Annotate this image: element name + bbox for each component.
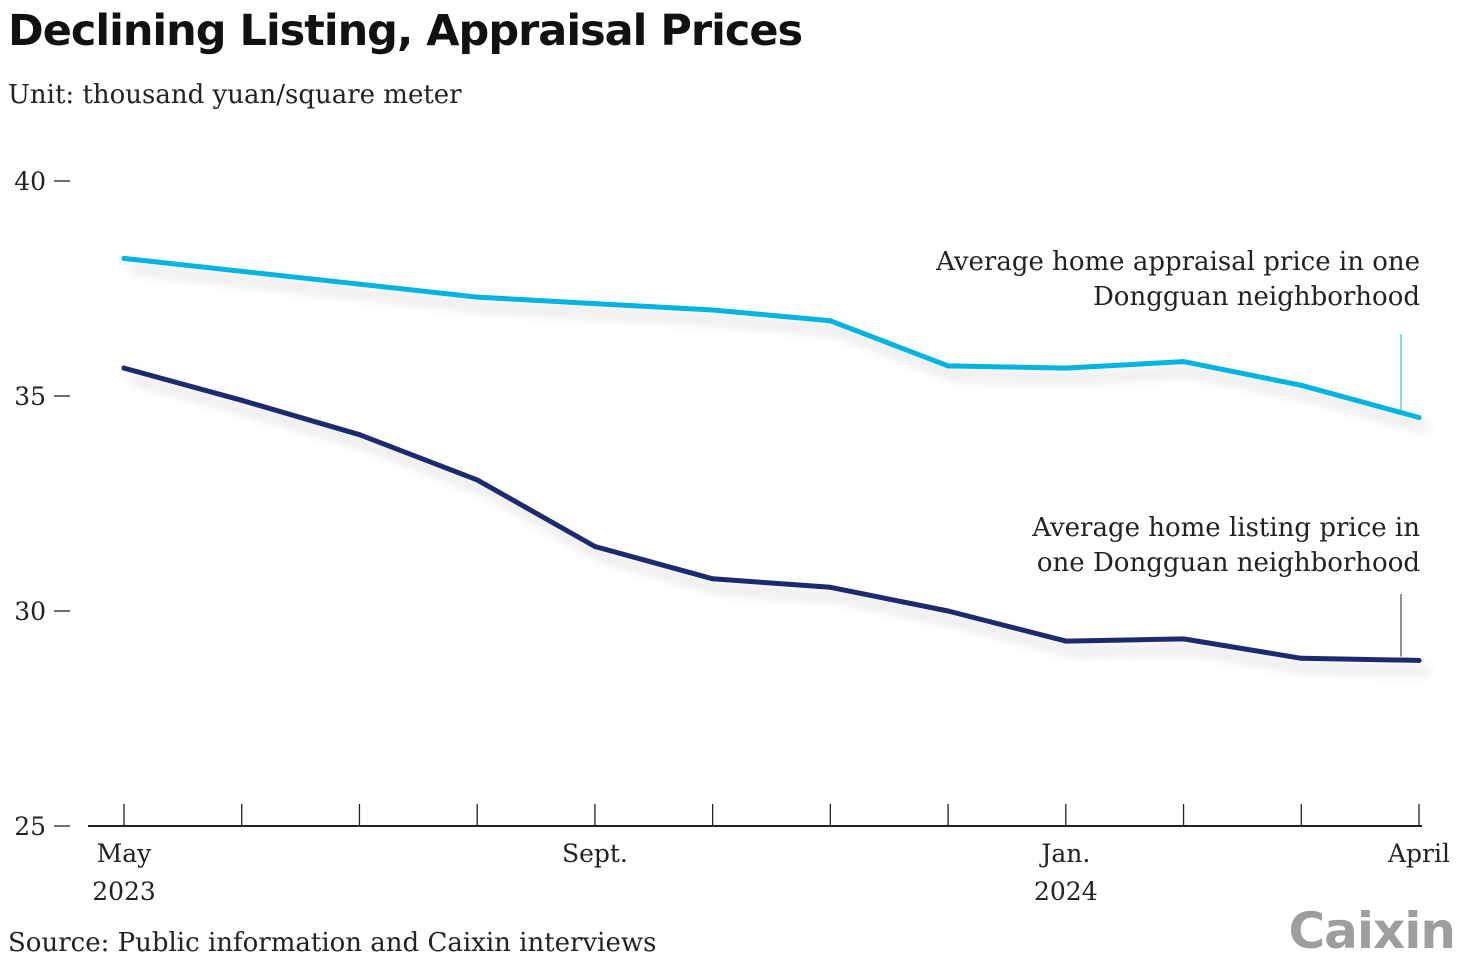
data-point-appraisal	[474, 294, 480, 300]
y-tick-label: 40	[14, 167, 46, 196]
data-point-appraisal	[710, 307, 716, 313]
chart-unit-subtitle: Unit: thousand yuan/square meter	[8, 80, 462, 110]
data-point-listing	[121, 365, 127, 371]
series-label-appraisal: Dongguan neighborhood	[1093, 282, 1420, 312]
data-point-listing	[356, 432, 362, 438]
data-point-appraisal	[1181, 359, 1187, 365]
data-point-listing	[474, 477, 480, 483]
data-point-appraisal	[356, 281, 362, 287]
data-point-listing	[945, 608, 951, 614]
data-point-appraisal	[592, 301, 598, 307]
source-note: Source: Public information and Caixin in…	[8, 928, 657, 958]
series-label-appraisal: Average home appraisal price in one	[935, 247, 1420, 277]
x-tick-label: Sept.	[562, 839, 628, 868]
series-label-listing: Average home listing price in	[1031, 513, 1420, 543]
x-tick-label: 2023	[92, 877, 156, 906]
data-point-appraisal	[121, 255, 127, 261]
data-point-appraisal	[827, 318, 833, 324]
data-point-appraisal	[1416, 415, 1422, 420]
data-point-appraisal	[945, 363, 951, 369]
series-line-appraisal	[121, 255, 1422, 420]
data-point-appraisal	[239, 268, 245, 274]
y-tick-label: 25	[14, 812, 46, 841]
data-point-listing	[1181, 636, 1187, 642]
data-point-listing	[592, 544, 598, 549]
data-point-listing	[1416, 657, 1422, 663]
data-point-listing	[1063, 638, 1069, 644]
series-label-listing: one Dongguan neighborhood	[1037, 548, 1420, 578]
y-tick-label: 35	[14, 382, 46, 411]
data-point-appraisal	[1063, 365, 1069, 371]
x-tick-label: May	[97, 839, 153, 868]
data-point-listing	[239, 397, 245, 403]
x-tick-label: April	[1387, 839, 1450, 868]
y-axis: 25 30 35 40	[14, 167, 70, 841]
x-axis: May 2023 Sept. Jan. 2024 April	[88, 804, 1450, 906]
chart-title: Declining Listing, Appraisal Prices	[8, 6, 803, 56]
x-tick-label: Jan.	[1038, 839, 1090, 868]
series-annotations: Average home appraisal price in one Dongg…	[935, 247, 1420, 657]
data-point-appraisal	[1298, 382, 1304, 388]
caixin-logo: Caixin	[1288, 902, 1456, 960]
series-line-listing	[121, 365, 1422, 663]
x-tick-label: 2024	[1034, 877, 1098, 906]
data-point-listing	[710, 576, 716, 582]
series-layer	[121, 255, 1422, 663]
y-tick-label: 30	[14, 597, 46, 626]
data-point-listing	[827, 584, 833, 590]
data-point-listing	[1298, 655, 1304, 661]
